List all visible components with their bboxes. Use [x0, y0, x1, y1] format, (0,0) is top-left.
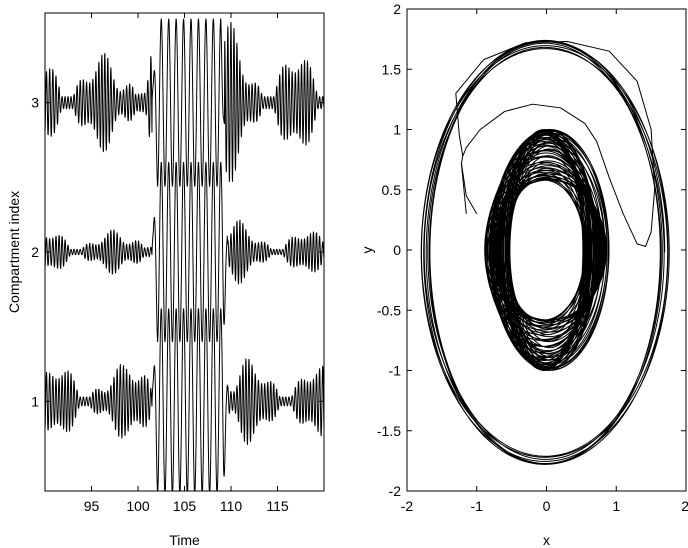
right-yaxis-label: y [359, 247, 375, 254]
right-ytick-label: 0.5 [382, 182, 402, 198]
right-ytick-label: 1.5 [382, 61, 402, 77]
right-ytick-label: -2 [389, 483, 402, 499]
left-xtick-label: 95 [84, 498, 100, 514]
transition-trajectory [455, 41, 656, 247]
right-ytick-label: 1 [393, 122, 401, 138]
left-xtick-label: 105 [173, 498, 197, 514]
left-panel-time-series: 95 100 105 110 115 1 2 3 Time Compartment index [6, 12, 325, 548]
outer-orbit [420, 39, 670, 465]
right-panel-phase-portrait: -2 -1 0 1 2 -2 -1.5 -1 -0.5 0 0.5 1 1.5 2 x y [359, 1, 688, 548]
left-ytick-label: 2 [31, 244, 39, 260]
right-xaxis-label: x [543, 532, 550, 548]
left-ytick-label: 1 [31, 393, 39, 409]
right-xtick-label: 0 [543, 498, 551, 514]
right-ytick-label: 2 [393, 1, 401, 17]
right-xtick-label: 1 [612, 498, 620, 514]
left-xtick-label: 100 [126, 498, 150, 514]
left-yaxis-label: Compartment index [6, 191, 22, 313]
left-xtick-label: 115 [266, 498, 289, 514]
right-xtick-label: 2 [681, 498, 688, 514]
left-xtick-label: 110 [220, 498, 243, 514]
trace-compartment-3 [44, 18, 325, 187]
right-ytick-label: 0 [393, 242, 401, 258]
right-ytick-label: -1 [389, 363, 402, 379]
transition-trajectory-tail [460, 163, 467, 214]
trace-compartment-1 [44, 308, 325, 492]
trace-compartment-2 [44, 161, 325, 343]
inner-orbit [484, 129, 610, 371]
left-ytick-label: 3 [31, 95, 39, 111]
right-axes-frame [406, 8, 687, 492]
left-xaxis-label: Time [169, 532, 200, 548]
right-ytick-label: -0.5 [377, 302, 401, 318]
right-xtick-label: -2 [401, 498, 414, 514]
right-ytick-label: -1.5 [377, 423, 401, 439]
right-xtick-label: -1 [471, 498, 484, 514]
